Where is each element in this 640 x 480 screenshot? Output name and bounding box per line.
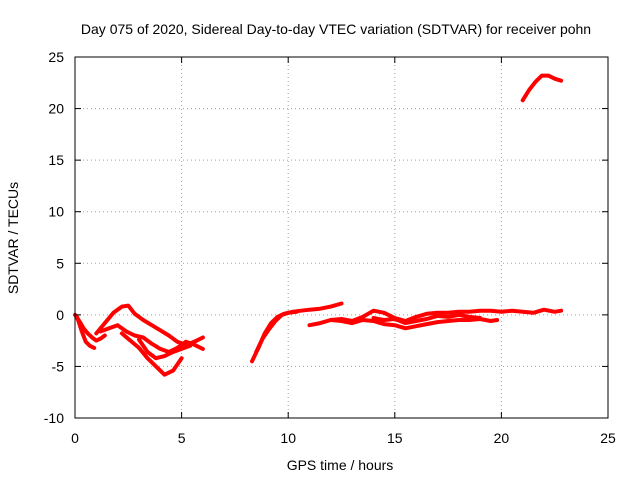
series-arc-5 (119, 331, 184, 377)
data-series (73, 73, 564, 377)
series-arc-6 (137, 337, 193, 361)
series-arc-2 (75, 314, 97, 350)
x-axis-label: GPS time / hours (287, 457, 394, 473)
x-tick-label: 25 (600, 430, 616, 446)
plot-frame (74, 56, 609, 419)
axis-ticks: 0 5 10 15 20 25 -10 -5 0 5 10 15 20 25 (44, 49, 616, 446)
y-tick-label: 5 (56, 255, 64, 271)
series-arc-4 (98, 323, 205, 354)
series-arc-12 (520, 73, 564, 103)
y-tick-label: 15 (48, 152, 64, 168)
x-tick-label: 5 (178, 430, 186, 446)
x-tick-label: 10 (280, 430, 296, 446)
y-tick-label: 10 (48, 204, 64, 220)
series-arc-8 (254, 309, 299, 354)
y-tick-label: -5 (52, 358, 65, 374)
y-tick-label: -10 (44, 410, 64, 426)
x-tick-label: 0 (71, 430, 79, 446)
series-arc-9 (307, 307, 564, 328)
chart-title: Day 075 of 2020, Sidereal Day-to-day VTE… (81, 21, 591, 37)
y-axis-label: SDTVAR / TECUs (5, 182, 21, 294)
grid (75, 57, 608, 418)
y-tick-label: 20 (48, 101, 64, 117)
series-arc-11 (371, 312, 483, 326)
series-arc-10 (328, 317, 500, 331)
x-tick-label: 20 (494, 430, 510, 446)
y-tick-label: 25 (48, 49, 64, 65)
x-tick-label: 15 (387, 430, 403, 446)
y-tick-label: 0 (56, 307, 64, 323)
